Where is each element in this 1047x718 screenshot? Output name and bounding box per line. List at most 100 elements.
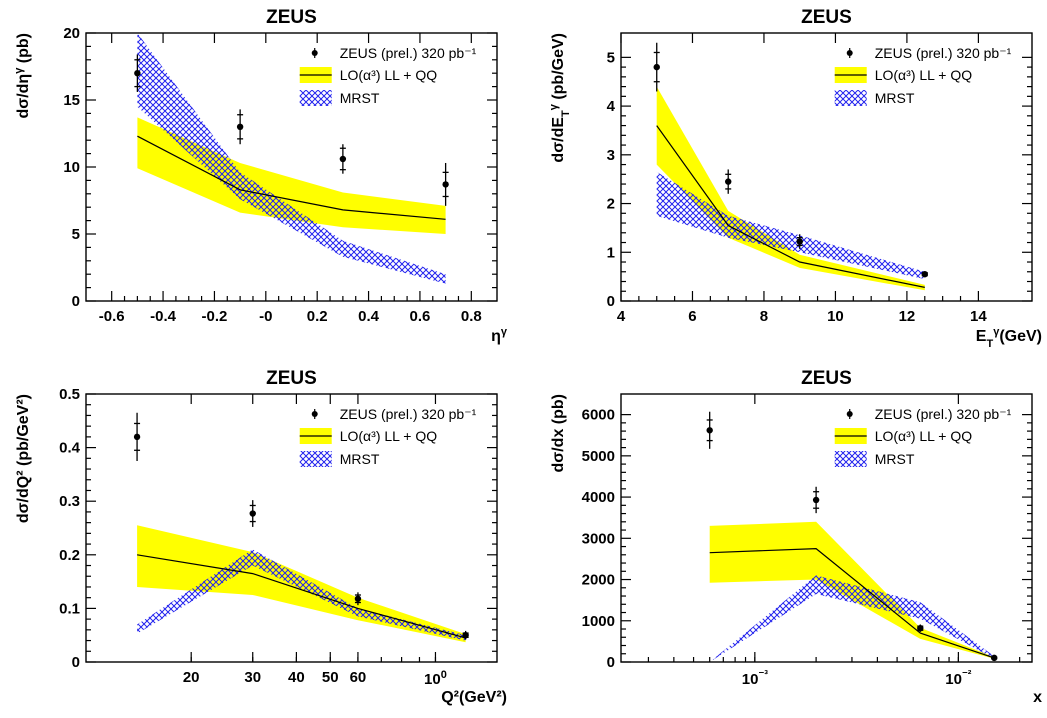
chart-panel-1: 0 5 10 15 20 -0.6 -0.4 -0.2 -0 0.2 0.4 0.6 0.8 ZEUS ηγ… xyxy=(13,7,508,345)
data-point xyxy=(134,70,141,77)
y-axis-title: dσ/dηγ (pb) xyxy=(13,33,32,119)
x-tick-label: 0.8 xyxy=(461,308,482,325)
data-point xyxy=(725,178,732,185)
x-tick-label: 100 xyxy=(424,669,447,688)
x-tick-label: -0.4 xyxy=(150,308,177,325)
x-tick-label: -0.6 xyxy=(99,308,125,325)
plot-frame xyxy=(85,393,498,663)
lo-central-line xyxy=(709,547,995,659)
y-tick-label: 2000 xyxy=(582,572,615,589)
legend-swatch-mrst xyxy=(299,90,332,106)
mrst-band xyxy=(656,171,925,280)
legend-label-data: ZEUS (prel.) 320 pb⁻¹ xyxy=(875,45,1012,61)
y-tick-label: 3 xyxy=(607,147,615,164)
legend-label-mrst: MRST xyxy=(875,90,915,106)
data-point xyxy=(462,632,469,639)
chart-panel-3: 0 0.1 0.2 0.3 0.4 0.5 20 30 40 50 60 100 ZEUS Q²(GeV²… xyxy=(15,368,507,706)
mrst-band xyxy=(137,33,446,284)
x-tick-label: 10⁻³ xyxy=(742,669,768,688)
x-tick-label: 0.4 xyxy=(358,308,380,325)
legend-label-mrst: MRST xyxy=(875,451,915,467)
y-tick-label: 3000 xyxy=(582,530,615,547)
y-axis-title: dσ/dQ² (pb/GeV²) xyxy=(15,394,32,523)
plot-frame xyxy=(620,393,1033,663)
x-tick-label: -0 xyxy=(259,308,272,325)
x-tick-label: 30 xyxy=(244,669,261,686)
mrst-band xyxy=(709,575,995,662)
lo-central-line xyxy=(137,135,446,220)
panel-title: ZEUS xyxy=(266,7,317,28)
x-tick-label: 60 xyxy=(350,669,367,686)
data-point xyxy=(921,271,928,278)
panel-title: ZEUS xyxy=(801,7,852,28)
legend-label-lo: LO(α³) LL + QQ xyxy=(875,67,973,83)
x-tick-label: 14 xyxy=(970,308,987,325)
x-tick-label: 50 xyxy=(322,669,339,686)
x-tick-label: 6 xyxy=(688,308,696,325)
y-tick-label: 0.4 xyxy=(59,440,81,457)
legend-label-lo: LO(α³) LL + QQ xyxy=(875,428,973,444)
x-tick-label: 0.6 xyxy=(410,308,431,325)
plot-frame xyxy=(620,32,1033,302)
mrst-band xyxy=(137,549,466,641)
data-point xyxy=(133,433,141,441)
legend-swatch-mrst xyxy=(834,451,867,467)
data-point xyxy=(339,155,347,163)
panel-title: ZEUS xyxy=(801,368,852,389)
y-tick-label: 0 xyxy=(72,293,80,310)
y-tick-label: 0.5 xyxy=(59,386,80,403)
y-tick-label: 4 xyxy=(607,98,616,115)
data-point xyxy=(354,595,362,602)
y-tick-label: 0 xyxy=(607,293,615,310)
y-tick-label: 5 xyxy=(72,226,80,243)
legend-label-data: ZEUS (prel.) 320 pb⁻¹ xyxy=(340,45,477,61)
x-tick-label: -0.2 xyxy=(202,308,228,325)
x-axis-title: ETγ(GeV) xyxy=(976,326,1042,350)
x-axis-title: Q²(GeV²) xyxy=(441,689,507,706)
y-tick-label: 0.3 xyxy=(59,493,80,510)
y-tick-label: 0.1 xyxy=(59,600,80,617)
lo-band xyxy=(137,117,446,234)
x-tick-label: 10⁻² xyxy=(945,669,971,688)
lo-band xyxy=(656,86,925,291)
data-point xyxy=(249,510,256,517)
legend-swatch-mrst xyxy=(299,451,332,467)
data-point xyxy=(917,624,924,632)
data-point xyxy=(706,427,713,434)
data-point xyxy=(653,63,660,71)
y-axis-title: dσ/dx (pb) xyxy=(550,394,567,472)
lo-central-line xyxy=(137,554,466,639)
x-tick-label: 4 xyxy=(617,308,626,325)
x-tick-label: 8 xyxy=(760,308,768,325)
y-tick-label: 10 xyxy=(63,159,80,176)
panel-title: ZEUS xyxy=(266,368,317,389)
y-tick-label: 1 xyxy=(607,244,615,261)
y-tick-label: 4000 xyxy=(582,489,615,506)
data-point xyxy=(991,654,998,662)
legend-label-lo: LO(α³) LL + QQ xyxy=(340,67,438,83)
y-tick-label: 0 xyxy=(607,654,615,671)
legend-label-data: ZEUS (prel.) 320 pb⁻¹ xyxy=(875,406,1012,422)
x-tick-label: 12 xyxy=(899,308,916,325)
data-point xyxy=(442,181,449,188)
y-tick-label: 20 xyxy=(63,25,80,42)
legend-label-data: ZEUS (prel.) 320 pb⁻¹ xyxy=(340,406,477,422)
data-point xyxy=(236,123,244,130)
data-point xyxy=(796,238,803,245)
y-tick-label: 2 xyxy=(607,196,615,213)
y-tick-label: 5 xyxy=(607,49,615,66)
legend-label-mrst: MRST xyxy=(340,451,380,467)
lo-central-line xyxy=(656,125,925,288)
data-point xyxy=(812,496,820,504)
y-tick-label: 1000 xyxy=(582,613,615,630)
x-tick-label: 0.2 xyxy=(307,308,328,325)
legend-label-mrst: MRST xyxy=(340,90,380,106)
x-tick-label: 20 xyxy=(183,669,200,686)
legend-swatch-mrst xyxy=(834,90,867,106)
x-axis-title: x xyxy=(1033,689,1042,706)
chart-panel-4: 0 1000 2000 3000 4000 5000 6000 10⁻³ 10⁻² ZEUS x dσ… xyxy=(550,368,1042,706)
y-axis-title: dσ/dETγ (pb/GeV) xyxy=(548,33,572,163)
y-tick-label: 15 xyxy=(63,92,80,109)
